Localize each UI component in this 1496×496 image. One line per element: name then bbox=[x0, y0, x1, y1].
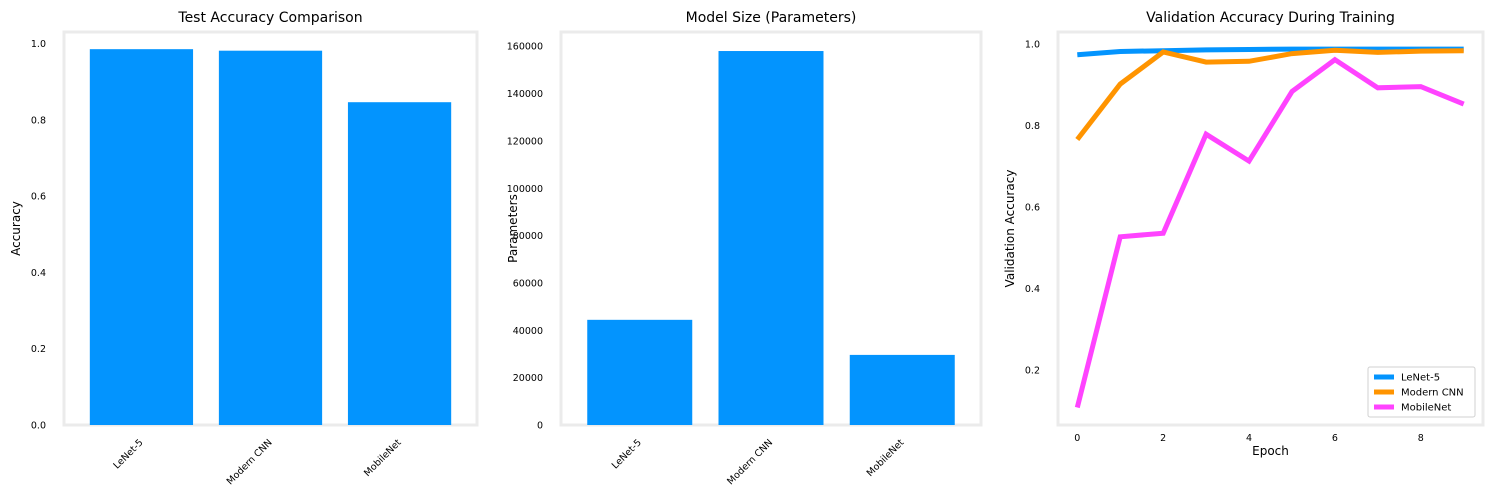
legend-label: LeNet-5 bbox=[1401, 373, 1440, 384]
y-tick-label: 120000 bbox=[507, 136, 543, 147]
x-tick-label: LeNet-5 bbox=[610, 437, 644, 471]
y-tick-label: 140000 bbox=[507, 89, 543, 100]
y-tick-label: 0.6 bbox=[1025, 203, 1040, 214]
y-tick-label: 0.8 bbox=[1025, 121, 1040, 132]
y-axis-label: Accuracy bbox=[9, 201, 23, 256]
y-tick-label: 0 bbox=[537, 421, 543, 432]
x-tick-label: Modern CNN bbox=[225, 437, 275, 487]
y-axis-label: Validation Accuracy bbox=[1003, 170, 1017, 288]
y-tick-label: 160000 bbox=[507, 42, 543, 53]
series-line-lenet-5 bbox=[1077, 46, 1464, 58]
y-axis-label: Parameters bbox=[506, 194, 520, 263]
legend: LeNet-5 Modern CNN MobileNet bbox=[1367, 366, 1476, 418]
chart-title: Model Size (Parameters) bbox=[686, 10, 857, 26]
bar-lenet-5 bbox=[587, 319, 693, 425]
bar-mobilenet bbox=[347, 102, 452, 426]
validation-accuracy-chart: Validation Accuracy During Training Valid… bbox=[1003, 10, 1485, 458]
bar-modern-cnn bbox=[718, 51, 824, 425]
x-tick-label: LeNet-5 bbox=[112, 437, 146, 471]
x-tick-label: 0 bbox=[1074, 433, 1080, 444]
y-tick-label: 1.0 bbox=[31, 39, 46, 50]
chart-title: Validation Accuracy During Training bbox=[1146, 10, 1395, 26]
y-tick-label: 80000 bbox=[513, 231, 543, 242]
y-tick-label: 0.4 bbox=[31, 268, 46, 279]
x-tick-label: MobileNet bbox=[865, 437, 907, 479]
series-line-modern-cnn bbox=[1075, 47, 1464, 142]
y-tick-label: 60000 bbox=[513, 278, 543, 289]
chart-title: Test Accuracy Comparison bbox=[177, 10, 362, 26]
x-tick-label: 2 bbox=[1160, 433, 1166, 444]
y-tick-label: 0.0 bbox=[31, 421, 46, 432]
x-tick-label: MobileNet bbox=[362, 437, 404, 479]
x-tick-label: 6 bbox=[1332, 433, 1338, 444]
y-tick-label: 0.2 bbox=[1025, 366, 1040, 377]
series-line-mobilenet bbox=[1074, 56, 1465, 409]
y-tick-label: 0.8 bbox=[31, 115, 46, 126]
y-tick-label: 100000 bbox=[507, 184, 543, 195]
legend-label: MobileNet bbox=[1401, 403, 1451, 414]
x-tick-label: Modern CNN bbox=[725, 437, 775, 487]
x-tick-label: 8 bbox=[1418, 433, 1424, 444]
legend-box bbox=[1367, 366, 1476, 418]
x-axis-label: Epoch bbox=[1252, 444, 1289, 458]
y-tick-label: 20000 bbox=[513, 373, 543, 384]
y-tick-label: 1.0 bbox=[1025, 40, 1040, 51]
x-tick-label: 4 bbox=[1246, 433, 1252, 444]
bar-lenet-5 bbox=[89, 49, 194, 426]
bar-mobilenet bbox=[849, 354, 955, 425]
y-tick-label: 40000 bbox=[513, 326, 543, 337]
bar-modern-cnn bbox=[218, 50, 323, 426]
model-size-chart: Model Size (Parameters) Parameters 0 20000 4… bbox=[506, 10, 983, 487]
test-accuracy-chart: Test Accuracy Comparison Accuracy 0.0 0.2 0.… bbox=[9, 10, 479, 487]
y-tick-label: 0.6 bbox=[31, 192, 46, 203]
y-tick-label: 0.4 bbox=[1025, 284, 1040, 295]
y-tick-label: 0.2 bbox=[31, 344, 46, 355]
legend-label: Modern CNN bbox=[1401, 388, 1464, 399]
plot-frame bbox=[1056, 30, 1485, 427]
